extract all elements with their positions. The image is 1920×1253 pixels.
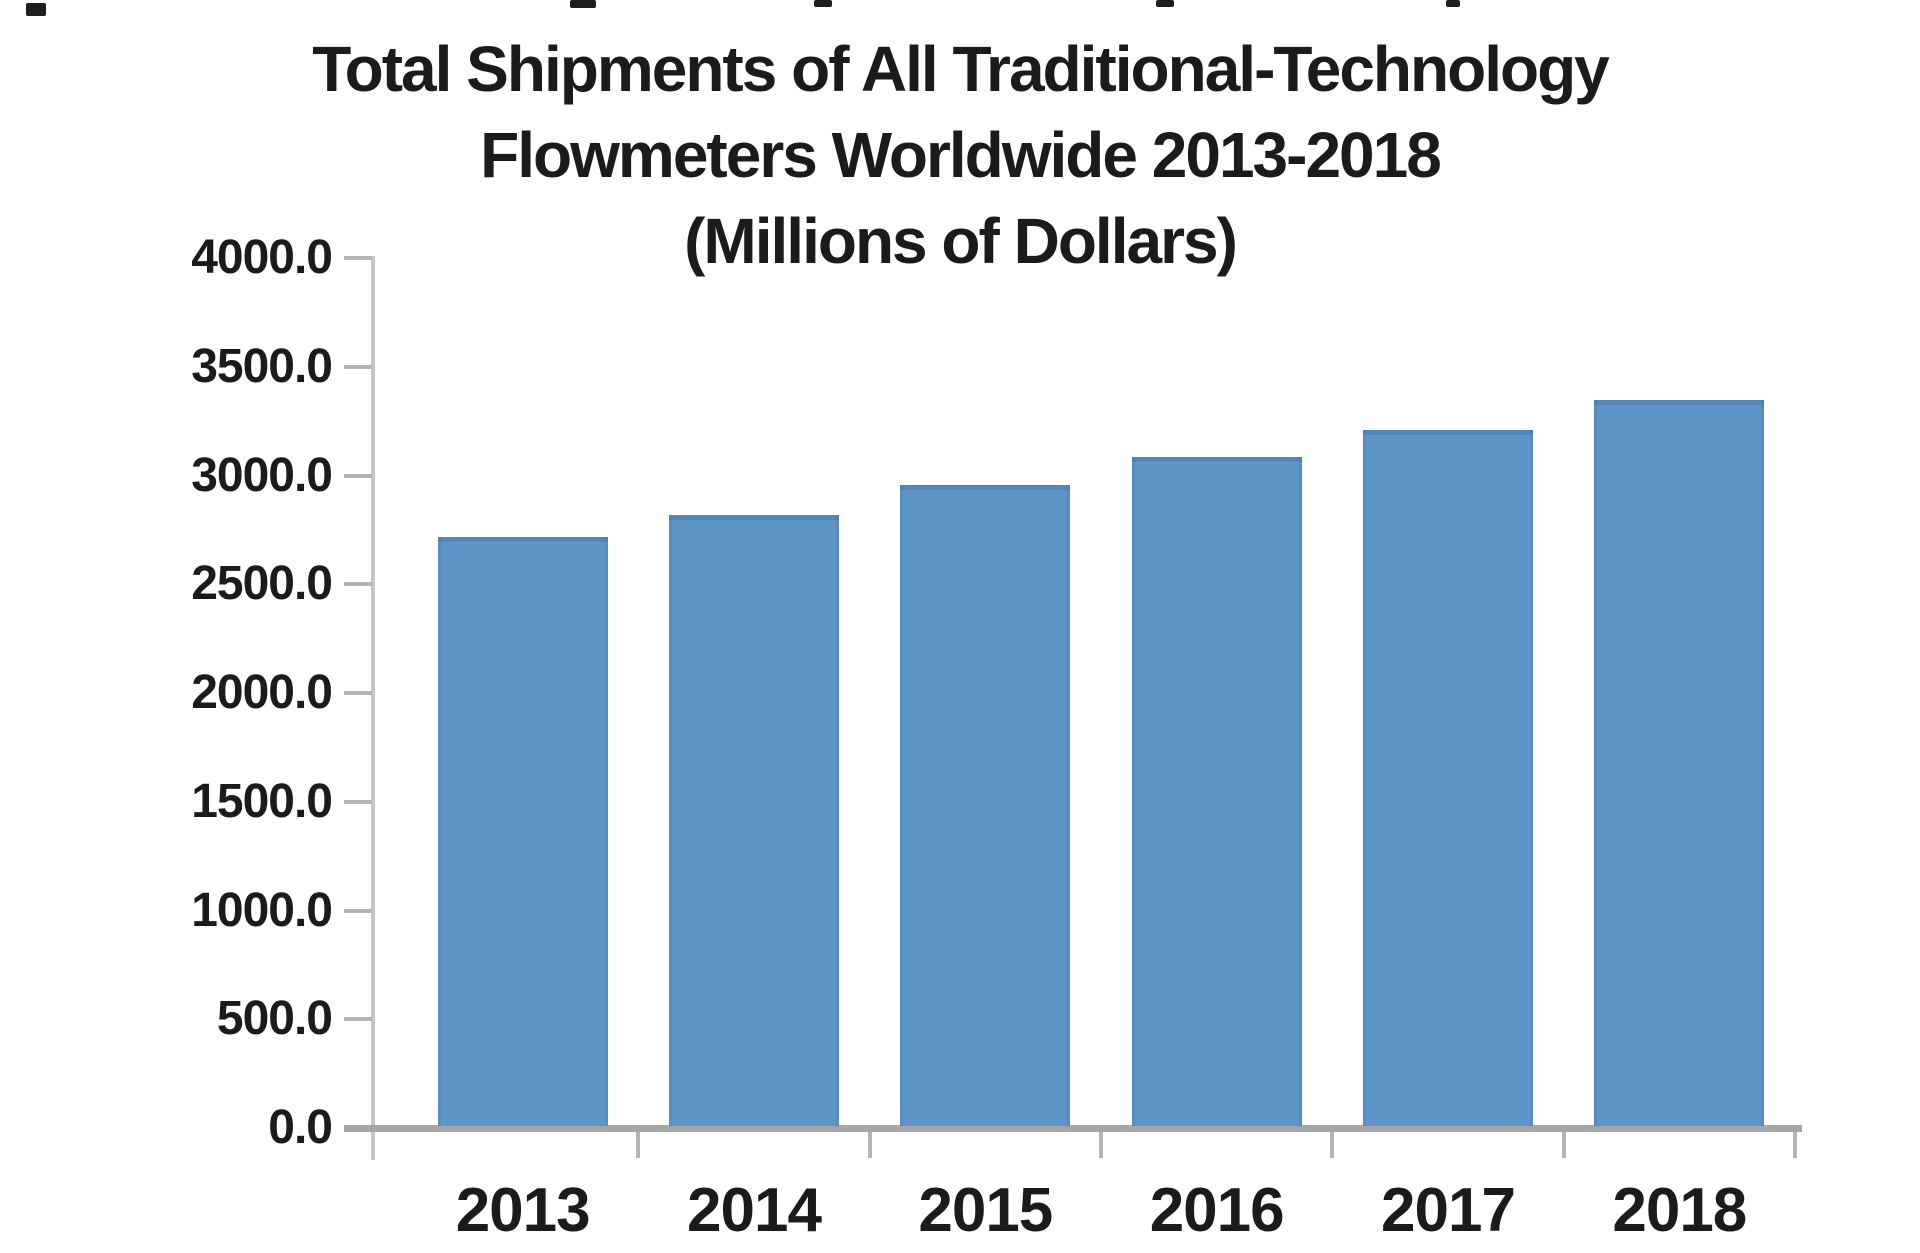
- y-axis-tick-label: 2500.0: [191, 557, 333, 611]
- chart-title-line-1: Total Shipments of All Traditional-Techn…: [312, 33, 1610, 105]
- y-axis-tick-label: 1500.0: [191, 774, 333, 828]
- x-axis-label-2015: 2015: [918, 1176, 1053, 1245]
- bar-2017: [1363, 429, 1533, 1126]
- chart-title-line-2: Flowmeters Worldwide 2013-2018: [480, 119, 1442, 191]
- crop-artifact: [26, 3, 46, 16]
- x-axis-label-2013: 2013: [455, 1176, 591, 1245]
- bar-2015: [900, 485, 1071, 1126]
- chart-title: Total Shipments of All Traditional-Techn…: [0, 26, 1920, 284]
- crop-artifact: [1156, 0, 1174, 7]
- y-axis-line: [371, 256, 375, 1160]
- y-axis-tick: [344, 364, 372, 369]
- y-axis-tick: [344, 908, 372, 913]
- x-axis-tick: [1561, 1132, 1566, 1158]
- y-axis-tick: [344, 799, 372, 804]
- y-axis-tick-label: 2000.0: [191, 666, 333, 719]
- x-axis-tick: [1330, 1132, 1335, 1158]
- y-axis-tick-label: 4000.0: [191, 231, 333, 284]
- x-axis-tick: [636, 1132, 641, 1158]
- x-axis-tick: [1099, 1132, 1103, 1158]
- crop-artifact: [570, 0, 596, 8]
- y-axis-tick: [344, 1017, 372, 1022]
- x-axis-label-2014: 2014: [687, 1176, 822, 1245]
- x-axis-label-2018: 2018: [1612, 1176, 1747, 1245]
- x-axis-tick: [867, 1132, 872, 1158]
- y-axis-tick: [344, 582, 372, 587]
- bar-2014: [669, 514, 839, 1126]
- y-axis-tick-label: 3500.0: [191, 339, 333, 393]
- bar-2018: [1594, 400, 1765, 1126]
- bar-2013: [437, 537, 608, 1126]
- y-axis-tick-label: 1000.0: [191, 883, 333, 937]
- crop-artifact: [1446, 0, 1460, 7]
- x-axis-label-2016: 2016: [1149, 1176, 1285, 1245]
- x-axis-tick: [1793, 1132, 1797, 1158]
- y-axis-tick: [344, 256, 372, 260]
- y-axis-tick: [344, 473, 372, 478]
- y-axis-tick-label: 500.0: [216, 992, 333, 1046]
- bar-2016: [1131, 457, 1302, 1126]
- chart-title-line-3: (Millions of Dollars): [684, 205, 1238, 277]
- x-axis-line: [344, 1125, 1802, 1132]
- y-axis-tick-label: 0.0: [268, 1101, 333, 1154]
- y-axis-tick-label: 3000.0: [191, 448, 333, 502]
- crop-artifact: [814, 0, 832, 7]
- x-axis-label-2017: 2017: [1381, 1176, 1516, 1245]
- y-axis-tick: [344, 691, 372, 695]
